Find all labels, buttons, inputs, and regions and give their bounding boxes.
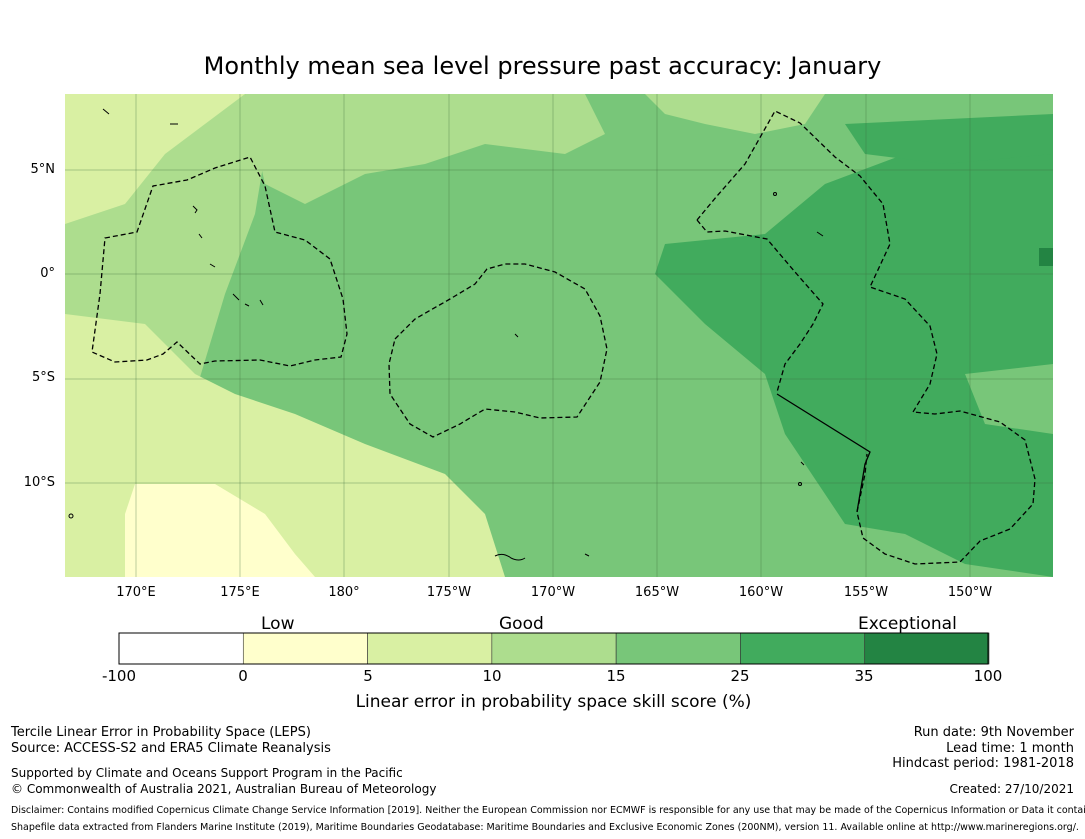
skill-map-svg [65,94,1053,577]
colorbar-tick: 35 [854,667,874,685]
lon-label-165w: 165°W [634,585,680,600]
footer-copyright: © Commonwealth of Australia 2021, Austra… [11,782,437,796]
colorbar-cell [864,632,990,665]
footer-disclaimer: Disclaimer: Contains modified Copernicus… [11,805,1085,816]
lon-label-170e: 170°E [116,585,156,600]
legend-category-low: Low [261,614,295,634]
lat-label-0: 0° [40,266,55,281]
eez-line-islands-east [696,110,1036,565]
eez-phoenix [388,263,608,438]
legend-category-good: Good [499,614,544,634]
footer-created: Created: 27/10/2021 [949,782,1074,796]
colorbar-cell [740,632,866,665]
colorbar [118,632,990,665]
lat-label-10s: 10°S [23,475,55,490]
colorbar-cell [118,632,244,665]
colorbar-tick: 10 [482,667,502,685]
colorbar-frame [118,632,989,665]
colorbar-tick: -100 [101,667,137,685]
footer-method: Tercile Linear Error in Probability Spac… [11,725,311,740]
skill-region-good-north [245,94,605,204]
colorbar-tick: 15 [606,667,626,685]
footer-hindcast: Hindcast period: 1981-2018 [892,756,1074,771]
legend-category-exceptional: Exceptional [858,614,957,634]
colorbar-tick: 25 [730,667,750,685]
colorbar-cell [242,632,368,665]
eez-line-islands-west [696,219,824,393]
skill-region-good-north2 [645,94,825,134]
colorbar-cell [367,632,493,665]
islands [68,108,824,561]
lat-label-5n: 5°N [30,162,56,177]
lon-label-175e: 175°E [220,585,260,600]
skill-region-fair-northwest [65,94,245,224]
skill-region-exceptional [1039,248,1053,266]
lon-label-180: 180° [328,585,360,600]
lon-label-175w: 175°W [426,585,472,600]
lon-label-155w: 155°W [843,585,889,600]
colorbar-label: Linear error in probability space skill … [355,692,752,712]
footer-run-date: Run date: 9th November [913,725,1074,740]
footer-lead-time: Lead time: 1 month [946,741,1074,756]
footer-supported: Supported by Climate and Oceans Support … [11,766,403,780]
boundary-solid [776,393,871,513]
map-title: Monthly mean sea level pressure past acc… [203,52,882,80]
lon-label-150w: 150°W [947,585,993,600]
footer-shapefile-credit: Shapefile data extracted from Flanders M… [11,822,1079,833]
colorbar-cell [491,632,617,665]
eez-boundaries [91,110,1036,565]
colorbar-tick: 0 [238,667,248,685]
lon-label-160w: 160°W [738,585,784,600]
skill-region-low-south [125,484,315,577]
skill-region-high-northeast [845,114,1053,164]
colorbar-cell [615,632,741,665]
footer-source: Source: ACCESS-S2 and ERA5 Climate Reana… [11,741,331,756]
skill-region-good-east [965,364,1053,434]
colorbar-tick: 100 [973,667,1003,685]
lon-label-170w: 170°W [530,585,576,600]
colorbar-tick: 5 [363,667,373,685]
skill-region-high-east [655,134,1053,577]
lat-label-5s: 5°S [31,370,55,385]
eez-tuvalu [91,156,348,367]
skill-map [65,94,1053,577]
graticule [65,94,1053,577]
